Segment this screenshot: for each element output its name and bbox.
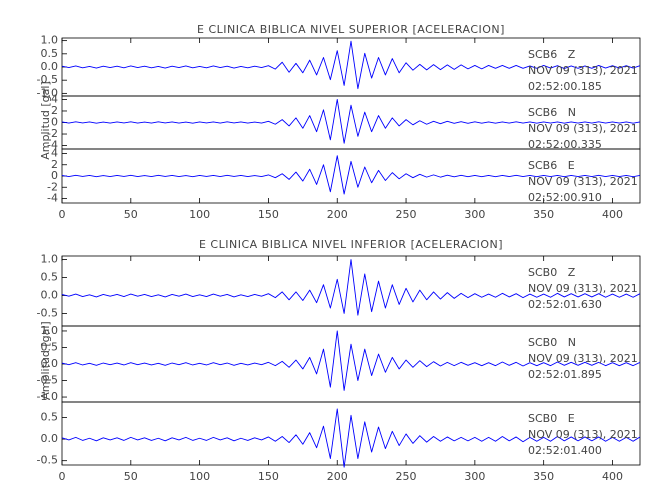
time-label: 02:52:01.400 <box>528 444 602 457</box>
station-label: SCB6 N <box>528 106 576 119</box>
y-tick-label: 0 <box>51 116 58 129</box>
x-tick-label: 350 <box>533 470 554 483</box>
x-tick-label: 400 <box>602 208 623 221</box>
time-label: 02:52:01.630 <box>528 298 602 311</box>
x-tick-label: 350 <box>533 208 554 221</box>
y-tick-label: 0.0 <box>41 60 59 73</box>
panel-frame <box>61 401 641 466</box>
time-label: 02:52:00.910 <box>528 191 602 204</box>
x-tick-label: 300 <box>464 470 485 483</box>
y-tick-label: 0.0 <box>41 432 59 445</box>
waveform <box>61 155 641 195</box>
y-tick-label: 1.0 <box>41 253 59 266</box>
date-label: NOV 09 (313), 2021 <box>528 428 638 441</box>
x-tick-label: 0 <box>59 208 66 221</box>
date-label: NOV 09 (313), 2021 <box>528 122 638 135</box>
y-tick-label: 1.0 <box>41 324 59 337</box>
x-tick-label: 150 <box>258 470 279 483</box>
waveform <box>61 408 641 468</box>
y-tick-label: -0.5 <box>37 306 58 319</box>
y-tick-label: 0.5 <box>41 271 59 284</box>
x-tick-label: 100 <box>189 470 210 483</box>
chart-title: E CLINICA BIBLICA NIVEL SUPERIOR [ACELER… <box>197 23 505 36</box>
y-tick-label: -0.5 <box>37 454 58 467</box>
y-tick-label: -1.0 <box>37 86 58 99</box>
x-tick-label: 200 <box>327 208 348 221</box>
y-tick-label: -1.0 <box>37 390 58 403</box>
date-label: NOV 09 (313), 2021 <box>528 282 638 295</box>
x-tick-label: 400 <box>602 470 623 483</box>
waveform <box>61 259 641 316</box>
x-tick-label: 100 <box>189 208 210 221</box>
y-tick-label: 0.0 <box>41 288 59 301</box>
y-tick-label: 2 <box>51 104 58 117</box>
waveform <box>61 330 641 391</box>
chart-title: E CLINICA BIBLICA NIVEL INFERIOR [ACELER… <box>199 238 503 251</box>
y-tick-label: -2 <box>47 127 58 140</box>
y-tick-label: 2 <box>51 158 58 171</box>
y-tick-label: -0.5 <box>37 73 58 86</box>
y-tick-label: 0.5 <box>41 47 59 60</box>
x-tick-label: 300 <box>464 208 485 221</box>
waveform <box>61 99 641 144</box>
time-label: 02:52:00.335 <box>528 138 602 151</box>
date-label: NOV 09 (313), 2021 <box>528 64 638 77</box>
y-tick-label: -4 <box>47 192 58 205</box>
x-tick-label: 0 <box>59 470 66 483</box>
time-label: 02:52:01.895 <box>528 368 602 381</box>
station-label: SCB6 Z <box>528 48 576 61</box>
time-label: 02:52:00.185 <box>528 80 602 93</box>
station-label: SCB0 Z <box>528 266 576 279</box>
y-tick-label: -2 <box>47 180 58 193</box>
x-tick-label: 200 <box>327 470 348 483</box>
x-tick-label: 50 <box>124 208 138 221</box>
waveform <box>61 40 641 90</box>
y-axis-label: Amplitud [gal] <box>39 81 52 159</box>
x-tick-label: 50 <box>124 470 138 483</box>
y-tick-label: 4 <box>51 147 58 160</box>
y-tick-label: 0.0 <box>41 357 59 370</box>
station-label: SCB0 E <box>528 412 575 425</box>
y-tick-label: 0.5 <box>41 340 59 353</box>
y-tick-label: 4 <box>51 92 58 105</box>
y-tick-label: -4 <box>47 139 58 152</box>
station-label: SCB0 N <box>528 336 576 349</box>
station-label: SCB6 E <box>528 159 575 172</box>
y-tick-label: -0.5 <box>37 374 58 387</box>
y-tick-label: 0.5 <box>41 411 59 424</box>
date-label: NOV 09 (313), 2021 <box>528 352 638 365</box>
date-label: NOV 09 (313), 2021 <box>528 175 638 188</box>
x-tick-label: 250 <box>396 208 417 221</box>
x-tick-label: 150 <box>258 208 279 221</box>
x-tick-label: 250 <box>396 470 417 483</box>
y-tick-label: 1.0 <box>41 34 59 47</box>
y-tick-label: 0 <box>51 169 58 182</box>
y-axis-label: Amplitud [gal] <box>39 321 52 399</box>
